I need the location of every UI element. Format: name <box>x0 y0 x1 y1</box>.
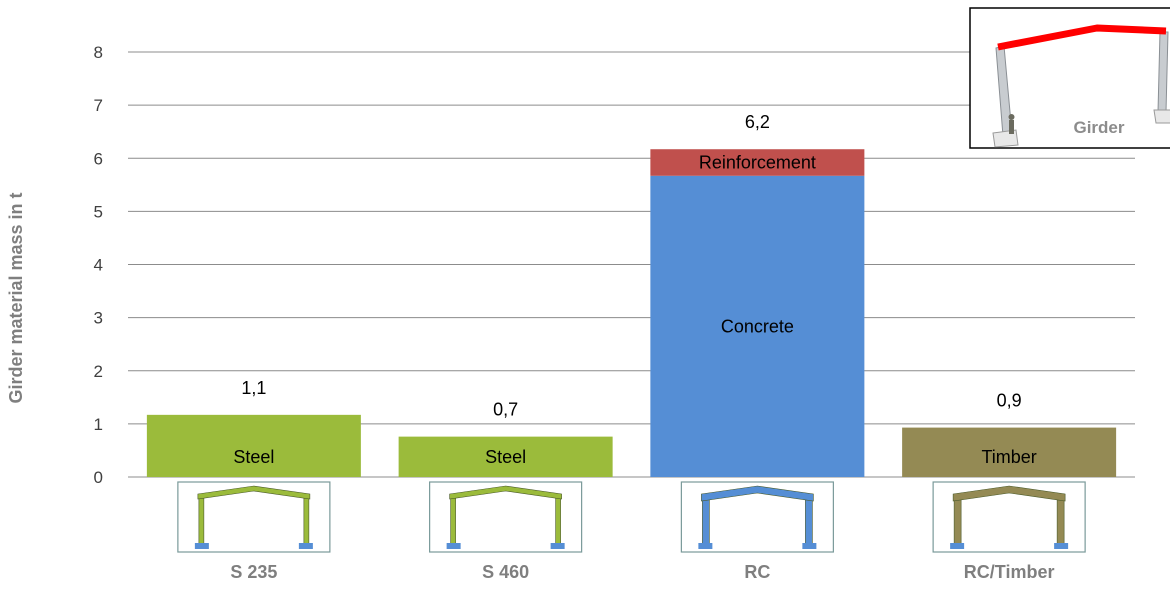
right-column-shape <box>1157 31 1169 113</box>
x-axis-categories: S 235 S 460 RC RC/Timber <box>230 562 1054 582</box>
bar-segment-label: Timber <box>981 447 1036 467</box>
frame-right-footing <box>550 543 565 549</box>
bar-segment-label: Steel <box>233 447 274 467</box>
y-axis-label: Girder material mass in t <box>6 192 26 403</box>
right-footing-shape <box>1153 109 1170 124</box>
bars: Steel 1,1 Steel 0,7 Concrete Reinforcement 6,2… <box>146 112 1117 477</box>
x-category-label: RC <box>744 562 770 582</box>
bar-total-label: 0,9 <box>997 391 1022 411</box>
frame-left-footing <box>950 543 965 549</box>
frame-right-column <box>555 497 561 545</box>
y-tick-label: 0 <box>94 468 103 487</box>
bar-total-label: 6,2 <box>745 112 770 132</box>
frame-roof <box>701 485 814 502</box>
bar-segment <box>650 175 865 477</box>
frame-left-column <box>702 497 710 545</box>
girder-highlight-shape <box>997 24 1167 51</box>
frame-left-footing <box>698 543 713 549</box>
y-tick-label: 1 <box>94 415 103 434</box>
frame-thumbnails <box>177 481 1086 553</box>
frame-roof <box>952 485 1066 502</box>
x-category-label: S 460 <box>482 562 529 582</box>
frame-right-footing <box>1054 543 1069 549</box>
frame-left-footing <box>446 543 461 549</box>
bar-segment-label: Steel <box>485 447 526 467</box>
frame-right-column <box>1056 497 1065 545</box>
frame-right-footing <box>802 543 817 549</box>
frame-right-column <box>303 497 310 545</box>
bar-segment-label: Reinforcement <box>699 153 816 173</box>
frame-left-column <box>953 497 962 545</box>
y-tick-label: 2 <box>94 362 103 381</box>
bar-total-label: 0,7 <box>493 400 518 420</box>
frame-left-column <box>450 497 456 545</box>
bar-segment-label: Concrete <box>721 316 794 336</box>
y-tick-label: 3 <box>94 309 103 328</box>
person-figure-shape <box>1009 120 1014 134</box>
person-head-shape <box>1008 114 1015 120</box>
frame-roof <box>197 485 311 500</box>
frame-roof <box>449 485 562 500</box>
bar-segment <box>902 427 1117 477</box>
bar-segment <box>650 149 865 176</box>
frame-left-footing <box>194 543 209 549</box>
frame-thumbnail <box>680 481 834 553</box>
girder-inset: Girder <box>969 7 1170 149</box>
left-footing-shape <box>992 129 1019 148</box>
frame-thumbnail <box>932 481 1086 553</box>
girder-inset-label: Girder <box>1073 118 1124 137</box>
y-tick-label: 5 <box>94 202 103 221</box>
y-tick-label: 8 <box>94 43 103 62</box>
frame-thumbnail <box>177 481 331 553</box>
frame-left-column <box>198 497 205 545</box>
frame-right-footing <box>298 543 313 549</box>
frame-thumbnail <box>429 481 583 553</box>
y-tick-label: 7 <box>94 96 103 115</box>
frame-right-column <box>805 497 813 545</box>
y-tick-label: 6 <box>94 149 103 168</box>
y-tick-label: 4 <box>94 256 103 275</box>
bar-segment <box>398 436 613 477</box>
bar-total-label: 1,1 <box>241 378 266 398</box>
y-axis-ticks: 0 1 2 3 4 5 6 7 8 <box>94 43 103 487</box>
bar-segment <box>146 414 361 477</box>
x-category-label: RC/Timber <box>964 562 1055 582</box>
x-category-label: S 235 <box>230 562 277 582</box>
